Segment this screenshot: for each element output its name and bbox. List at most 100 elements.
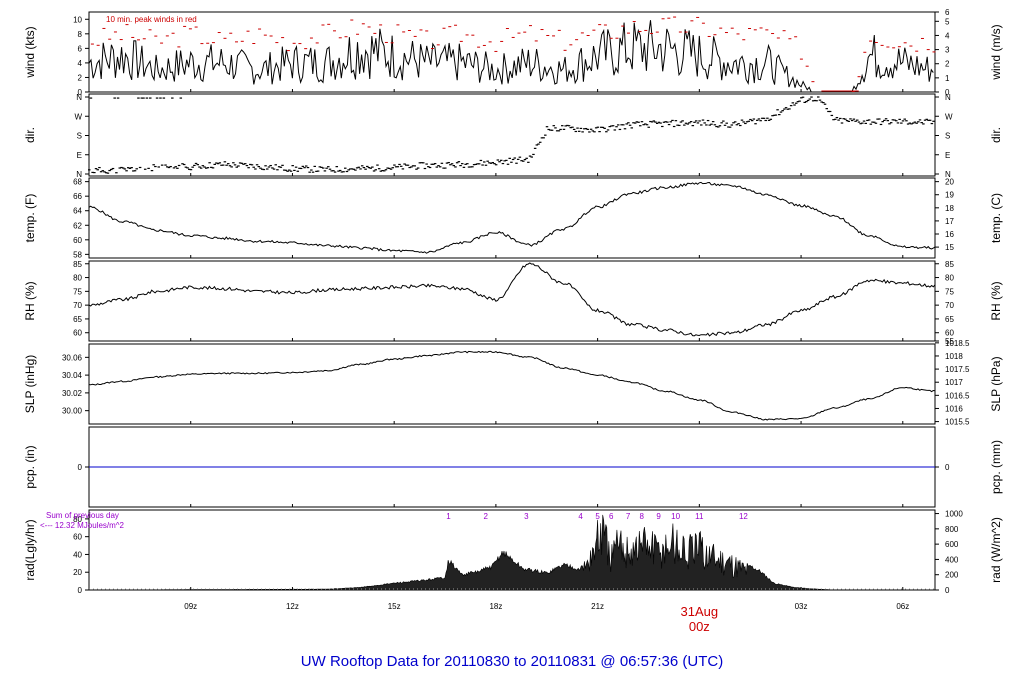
- hour-mark: 4: [578, 512, 583, 521]
- left-tick-label: 62: [73, 221, 82, 230]
- right-tick-label: 4: [945, 31, 950, 40]
- right-tick-label: W: [945, 112, 953, 121]
- right-tick-label: 6: [945, 8, 950, 17]
- hour-mark: 5: [595, 512, 600, 521]
- right-tick-label: 1000: [945, 510, 963, 519]
- hour-mark: 11: [695, 512, 704, 521]
- left-tick-label: 0: [78, 586, 83, 595]
- x-tick-label: 18z: [489, 602, 502, 611]
- left-axis-label: temp. (F): [23, 194, 37, 243]
- right-tick-label: N: [945, 93, 951, 102]
- right-tick-label: 0: [945, 586, 950, 595]
- right-tick-label: 1016.5: [945, 391, 970, 400]
- left-tick-label: 75: [73, 287, 82, 296]
- temp-series: [88, 181, 936, 254]
- left-tick-label: 0: [78, 463, 83, 472]
- left-axis-label: wind (kts): [23, 26, 37, 78]
- temp-line: [88, 181, 936, 254]
- left-axis-label: rad(Lgly/hr): [23, 519, 37, 580]
- right-tick-label: 1017.5: [945, 365, 970, 374]
- left-tick-label: 60: [73, 533, 82, 542]
- right-tick-label: 16: [945, 230, 954, 239]
- right-tick-label: 65: [945, 315, 954, 324]
- right-tick-label: 1017: [945, 378, 963, 387]
- right-tick-label: 3: [945, 46, 950, 55]
- right-tick-label: 85: [945, 260, 954, 269]
- panel-dir: dir. dir. N E S W N N E S W N: [23, 93, 1003, 179]
- left-tick-label: 80: [73, 515, 82, 524]
- left-axis-label: pcp. (in): [23, 445, 37, 488]
- peak-wind-note: 10 min. peak winds in red: [106, 15, 197, 24]
- right-tick-label: N: [945, 170, 951, 179]
- right-tick-label: 55: [945, 337, 954, 346]
- right-tick-label: 20: [945, 178, 954, 187]
- hour-mark: 10: [671, 512, 680, 521]
- left-tick-label: 30.06: [62, 353, 83, 362]
- right-tick-label: 5: [945, 17, 950, 26]
- hour-mark: 3: [524, 512, 529, 521]
- wind-line: [88, 20, 934, 93]
- right-axis-label: temp. (C): [989, 193, 1003, 243]
- left-tick-label: 10: [73, 15, 82, 24]
- x-tick-label: 03z: [795, 602, 808, 611]
- sum-note: Sum of previous day: [46, 511, 119, 520]
- left-tick-label: 80: [73, 274, 82, 283]
- wind-series: 10 min. peak winds in red: [88, 15, 936, 93]
- date-hour-label: 00z: [689, 619, 710, 634]
- right-tick-label: 0: [945, 463, 950, 472]
- x-tick-label: 15z: [388, 602, 401, 611]
- left-axis-label: SLP (inHg): [23, 355, 37, 413]
- rad-series: Sum of previous day<--- 12.32 MJoules/m^…: [40, 511, 935, 591]
- left-tick-label: 20: [73, 568, 82, 577]
- hour-mark: 2: [483, 512, 488, 521]
- left-tick-label: 66: [73, 192, 82, 201]
- right-tick-label: 75: [945, 287, 954, 296]
- hour-mark: 8: [639, 512, 644, 521]
- panel-frame: [88, 11, 936, 93]
- panel-frame: [88, 260, 936, 342]
- left-tick-label: S: [77, 132, 82, 141]
- right-tick-label: 1018: [945, 352, 963, 361]
- left-tick-label: 58: [73, 250, 82, 259]
- left-tick-label: 85: [73, 260, 82, 269]
- hour-mark: 6: [609, 512, 614, 521]
- date-label: 31Aug: [681, 604, 719, 619]
- left-tick-label: 4: [78, 59, 83, 68]
- dir-series: [88, 96, 935, 174]
- right-tick-label: 2: [945, 60, 950, 69]
- right-tick-label: 0: [945, 88, 950, 97]
- hour-mark: 12: [739, 512, 748, 521]
- right-axis-label: SLP (hPa): [989, 356, 1003, 411]
- right-tick-label: 15: [945, 243, 954, 252]
- left-tick-label: 30.04: [62, 371, 83, 380]
- sum-value: <--- 12.32 MJoules/m^2: [40, 521, 125, 530]
- right-tick-label: 19: [945, 191, 954, 200]
- rh-series: [88, 262, 936, 337]
- right-tick-label: 200: [945, 571, 959, 580]
- panel-slp: SLP (inHg) SLP (hPa) 30.00 30.02 30.04 30.06 1…: [23, 339, 1003, 427]
- left-tick-label: 30.00: [62, 407, 83, 416]
- right-axis-label: pcp. (mm): [989, 440, 1003, 494]
- left-tick-label: 30.02: [62, 389, 83, 398]
- left-axis-label: RH (%): [23, 281, 37, 320]
- panel-frame: [88, 343, 936, 425]
- left-tick-label: 68: [73, 178, 82, 187]
- right-tick-label: 80: [945, 274, 954, 283]
- right-axis-label: rad (W/m^2): [989, 517, 1003, 583]
- right-tick-label: 400: [945, 555, 959, 564]
- hour-mark: 1: [446, 512, 451, 521]
- right-tick-label: 18: [945, 204, 954, 213]
- x-tick-label: 12z: [286, 602, 299, 611]
- left-tick-label: 65: [73, 315, 82, 324]
- left-tick-label: 6: [78, 44, 83, 53]
- x-tick-label: 06z: [896, 602, 909, 611]
- right-axis-label: RH (%): [989, 281, 1003, 320]
- panel-frame: [88, 93, 936, 177]
- chart-title: UW Rooftop Data for 20110830 to 20110831…: [301, 653, 723, 670]
- left-tick-label: 70: [73, 301, 82, 310]
- right-tick-label: 800: [945, 525, 959, 534]
- slp-series: [88, 350, 936, 421]
- right-tick-label: 600: [945, 540, 959, 549]
